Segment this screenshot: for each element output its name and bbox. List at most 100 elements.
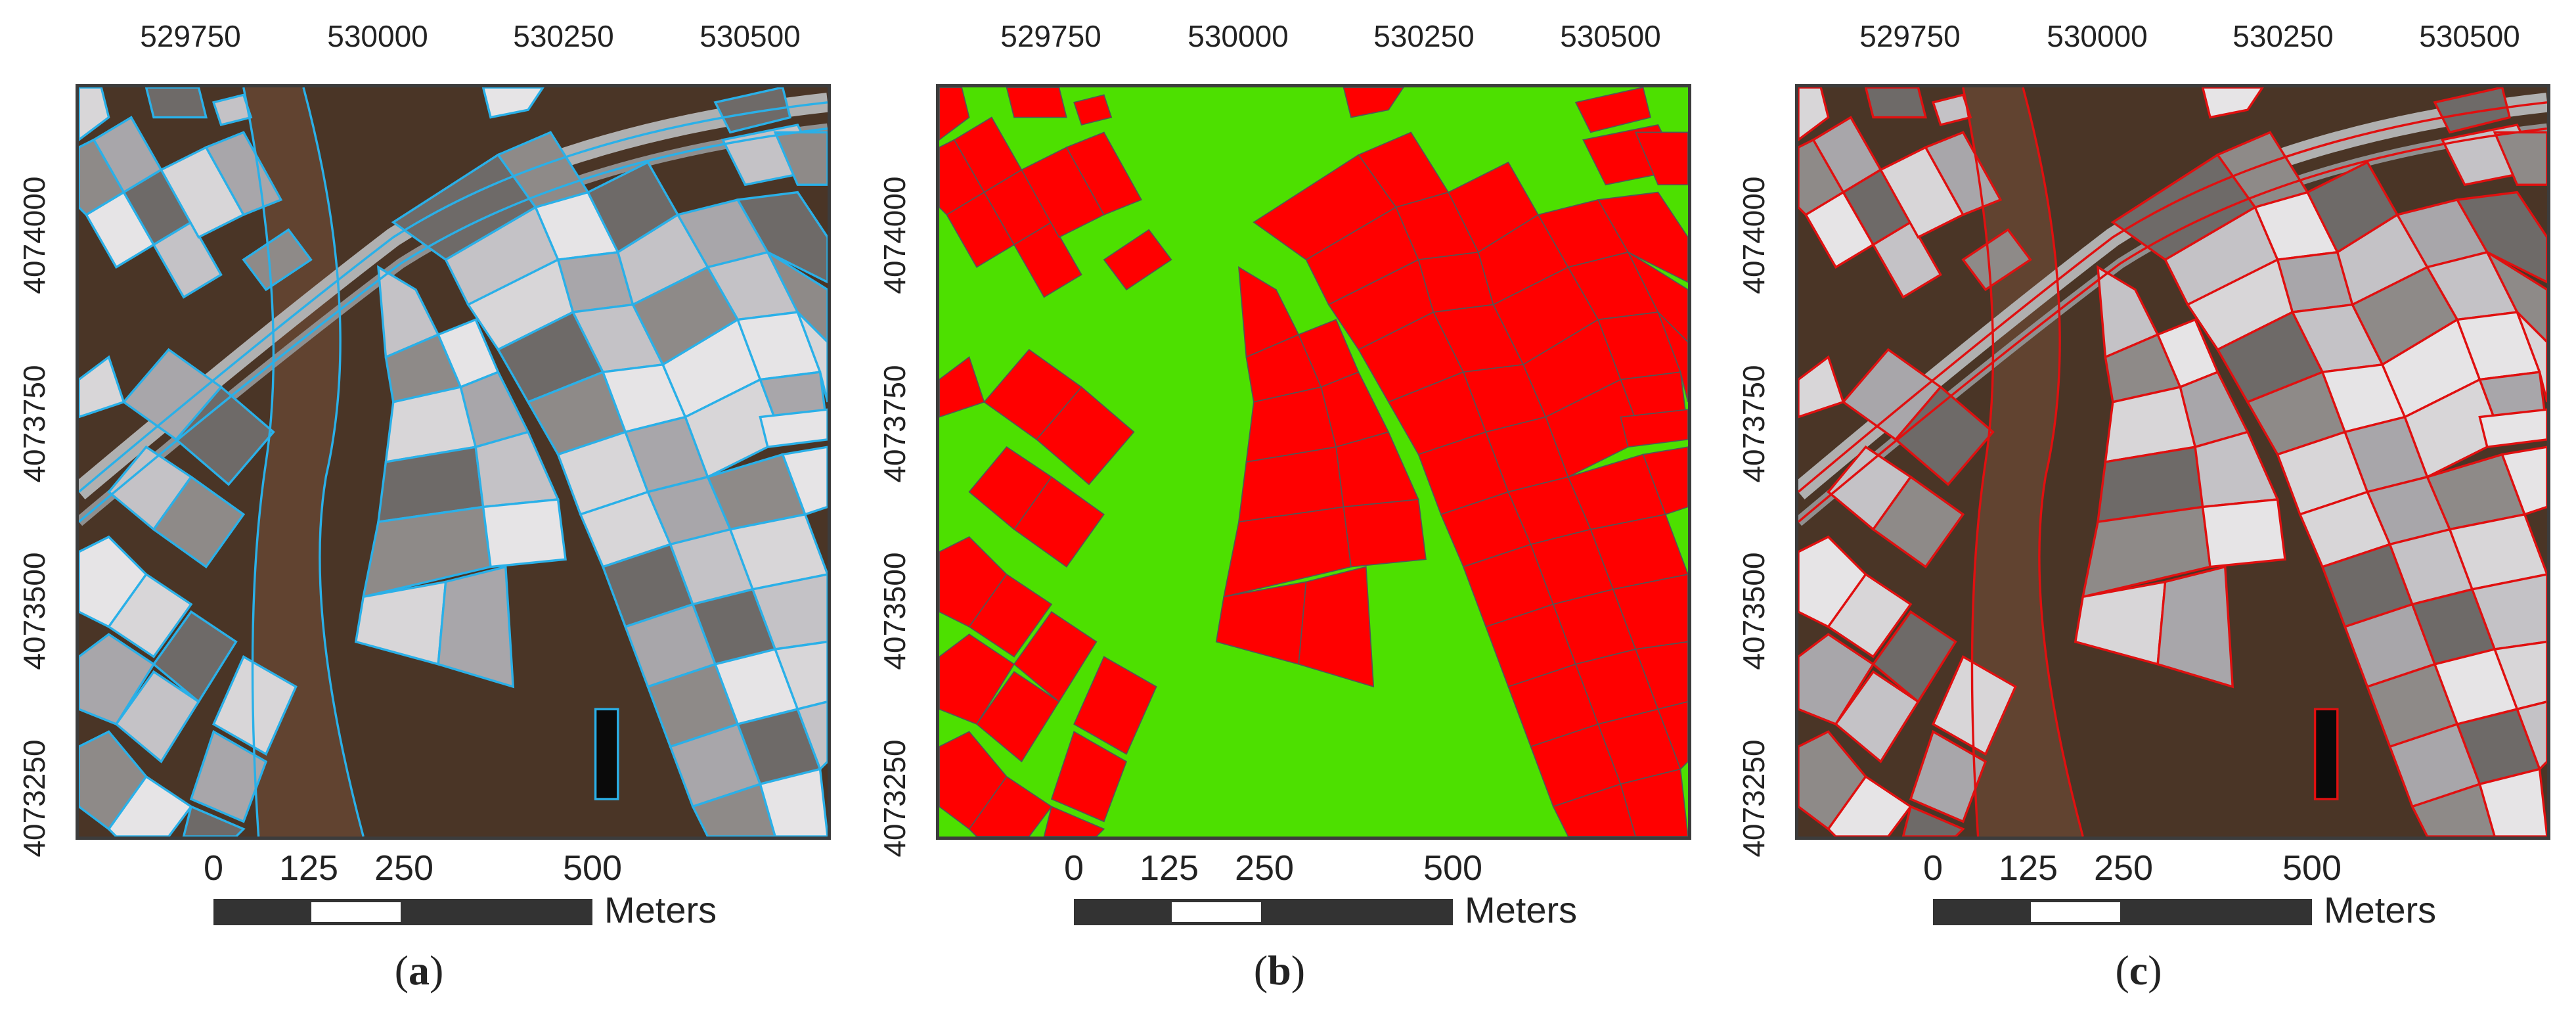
- greenhouse-polygon: [1612, 574, 1688, 650]
- greenhouse-segment: [1834, 670, 1920, 764]
- y-tick: 4073750: [877, 365, 912, 483]
- water-pond: [594, 708, 619, 800]
- scale-label: 125: [1998, 848, 2058, 888]
- greenhouse-segment: [212, 654, 298, 756]
- greenhouse-segment: [1871, 475, 1965, 568]
- greenhouse-segment: [796, 700, 828, 771]
- scale-segment-dark: [403, 899, 592, 925]
- y-tick: 4074000: [1737, 176, 1771, 294]
- map-image-a: [76, 84, 831, 840]
- riverbed-segment-outline: [242, 87, 275, 837]
- scale-segment-dark: [1074, 899, 1170, 925]
- greenhouse-segment: [1827, 775, 1913, 837]
- x-tick: 530250: [2232, 19, 2334, 53]
- greenhouse-segment: [2433, 87, 2512, 134]
- scale-label: 250: [374, 848, 434, 888]
- scale-segment-dark: [213, 899, 309, 925]
- water-pond: [2313, 708, 2339, 800]
- y-tick: 4073250: [17, 739, 51, 858]
- scale-segment-light: [2028, 899, 2123, 925]
- greenhouse-segment: [1864, 87, 1927, 119]
- greenhouse-segment: [796, 311, 828, 403]
- greenhouse-polygon: [1035, 386, 1135, 486]
- greenhouse-polygon: [1552, 783, 1637, 837]
- greenhouse-polygon: [1657, 700, 1688, 770]
- greenhouse-segment: [2493, 640, 2547, 711]
- greenhouse-segment: [174, 385, 275, 486]
- greenhouse-segment: [1804, 191, 1875, 269]
- scale-label: 500: [562, 848, 623, 888]
- riverbed-segment-outline: [2022, 87, 2084, 837]
- y-tick: 4073750: [17, 365, 51, 483]
- scale-units: Meters: [604, 889, 717, 930]
- riverbed-segment-outline: [302, 87, 365, 837]
- greenhouse-segment: [1961, 228, 2032, 292]
- greenhouse-segment: [1909, 729, 1988, 823]
- greenhouse-segment: [2484, 249, 2547, 344]
- greenhouse-segment: [85, 191, 156, 269]
- greenhouse-segment: [773, 131, 828, 186]
- greenhouse-polygon: [946, 191, 1015, 268]
- greenhouse-segment: [114, 670, 200, 764]
- greenhouse-segment: [1871, 220, 1942, 299]
- caption-letter: c: [2129, 947, 2148, 994]
- scale-label: 0: [1922, 848, 1943, 888]
- scale-bar: [1933, 899, 2312, 925]
- greenhouse-segment: [2201, 87, 2264, 119]
- x-tick: 530000: [327, 19, 428, 53]
- riverbed-segment-outline: [1962, 87, 1995, 837]
- greenhouse-polygon: [1634, 131, 1688, 186]
- scale-label: 125: [1139, 848, 1199, 888]
- highway-segment-outline: [79, 127, 828, 523]
- greenhouse-segment: [152, 220, 223, 299]
- greenhouse-segment: [2478, 768, 2547, 837]
- greenhouse-segment: [189, 729, 268, 823]
- greenhouse-segment: [2448, 513, 2547, 591]
- greenhouse-segment: [152, 475, 246, 568]
- caption-open: (: [394, 947, 409, 994]
- scale-label: 250: [1234, 848, 1295, 888]
- y-tick: 4073250: [877, 739, 912, 858]
- x-tick: 530500: [700, 19, 801, 53]
- greenhouse-polygon: [1013, 476, 1105, 568]
- greenhouse-segment: [773, 640, 828, 711]
- scale-segment-dark: [2122, 899, 2312, 925]
- scale-units: Meters: [1465, 889, 1578, 930]
- greenhouse-polygon: [1013, 610, 1098, 703]
- greenhouse-segment: [481, 498, 567, 568]
- greenhouse-segment: [211, 93, 253, 127]
- greenhouse-segment: [144, 87, 208, 119]
- caption-letter: a: [409, 947, 430, 994]
- greenhouse-segment: [713, 87, 792, 134]
- greenhouse-segment: [107, 775, 193, 837]
- greenhouse-polygon: [1589, 513, 1688, 590]
- greenhouse-segment: [2410, 783, 2496, 837]
- greenhouse-segment: [2478, 408, 2547, 449]
- greenhouse-polygon: [1626, 250, 1688, 343]
- scale-label: 0: [203, 848, 224, 888]
- x-tick: 530500: [2419, 19, 2520, 53]
- panel-c: 529750 530000 530250 530500 4074000 4073…: [1720, 0, 2573, 1010]
- greenhouse-segment: [107, 572, 193, 658]
- x-tick: 529750: [1859, 19, 1961, 53]
- greenhouse-segment: [736, 191, 828, 284]
- greenhouse-polygon: [1073, 656, 1157, 755]
- greenhouse-segment: [2516, 700, 2547, 771]
- greenhouse-polygon: [968, 775, 1053, 837]
- greenhouse-segment: [1798, 87, 1830, 141]
- greenhouse-segment: [2201, 498, 2286, 568]
- map-image-b: [936, 84, 1691, 840]
- greenhouse-segment: [481, 87, 544, 119]
- scale-label: 250: [2093, 848, 2154, 888]
- greenhouse-polygon: [1073, 94, 1113, 126]
- greenhouse-polygon: [1343, 87, 1404, 118]
- greenhouse-segment: [242, 228, 313, 292]
- greenhouse-segment: [765, 249, 828, 344]
- greenhouse-segment: [759, 768, 828, 837]
- scale-segment-dark: [1263, 899, 1453, 925]
- scale-bar: [1074, 899, 1453, 925]
- greenhouse-segment: [437, 565, 515, 689]
- x-tick: 530250: [513, 19, 614, 53]
- greenhouse-segment: [1931, 93, 1972, 127]
- highway-segment-outline: [79, 101, 828, 493]
